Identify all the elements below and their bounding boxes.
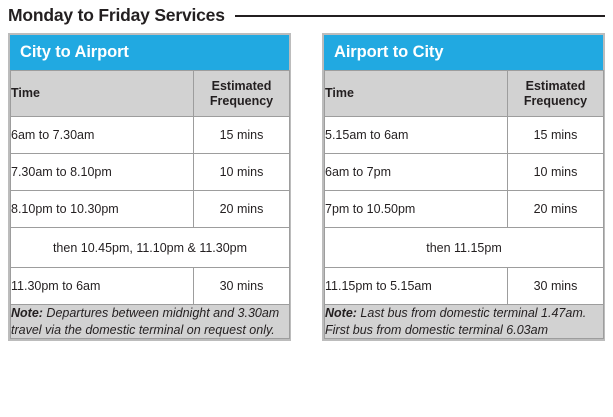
cell-frequency: 20 mins [507, 190, 604, 228]
note-text: Last bus from domestic terminal 1.47am. … [325, 306, 587, 337]
cell-time: 5.15am to 6am [324, 116, 508, 154]
note-text: Departures between midnight and 3.30am t… [11, 306, 280, 337]
cell-frequency: 15 mins [507, 116, 604, 154]
column-header-frequency-line1: Estimated [211, 78, 272, 93]
schedule-table-airport-to-city: Time Estimated Frequency 5.15am to 6am 1… [324, 70, 604, 339]
cell-note: Note: Last bus from domestic terminal 1.… [324, 304, 604, 339]
table-row-note: Note: Last bus from domestic terminal 1.… [324, 304, 604, 339]
cell-time: 11.30pm to 6am [10, 267, 194, 305]
panel-title-airport-to-city: Airport to City [324, 35, 603, 70]
cell-time: 7.30am to 8.10pm [10, 153, 194, 191]
column-header-frequency: Estimated Frequency [507, 70, 604, 117]
table-row: 11.15pm to 5.15am 30 mins [324, 267, 604, 305]
cell-note: Note: Departures between midnight and 3.… [10, 304, 290, 339]
cell-frequency: 30 mins [507, 267, 604, 305]
table-row: 7.30am to 8.10pm 10 mins [10, 153, 290, 191]
table-row: 11.30pm to 6am 30 mins [10, 267, 290, 305]
schedule-panels: City to Airport Time Estimated Frequency… [8, 33, 605, 341]
table-row-spanning: then 11.15pm [324, 227, 604, 268]
cell-additional-departures: then 10.45pm, 11.10pm & 11.30pm [10, 227, 290, 268]
note-label: Note: [325, 306, 357, 320]
title-divider-rule [234, 15, 605, 17]
panel-city-to-airport: City to Airport Time Estimated Frequency… [8, 33, 291, 341]
table-row: 8.10pm to 10.30pm 20 mins [10, 190, 290, 228]
cell-additional-departures: then 11.15pm [324, 227, 604, 268]
page-title-row: Monday to Friday Services [8, 2, 605, 28]
cell-time: 6am to 7.30am [10, 116, 194, 154]
cell-frequency: 10 mins [193, 153, 290, 191]
table-header-row: Time Estimated Frequency [10, 70, 290, 117]
schedule-table-city-to-airport: Time Estimated Frequency 6am to 7.30am 1… [10, 70, 290, 339]
column-header-frequency: Estimated Frequency [193, 70, 290, 117]
note-label: Note: [11, 306, 43, 320]
cell-time: 8.10pm to 10.30pm [10, 190, 194, 228]
cell-time: 7pm to 10.50pm [324, 190, 508, 228]
table-row: 6am to 7.30am 15 mins [10, 116, 290, 154]
cell-time: 6am to 7pm [324, 153, 508, 191]
cell-frequency: 10 mins [507, 153, 604, 191]
table-row: 7pm to 10.50pm 20 mins [324, 190, 604, 228]
column-header-time: Time [10, 70, 194, 117]
table-row: 6am to 7pm 10 mins [324, 153, 604, 191]
table-row-note: Note: Departures between midnight and 3.… [10, 304, 290, 339]
column-header-time: Time [324, 70, 508, 117]
table-row-spanning: then 10.45pm, 11.10pm & 11.30pm [10, 227, 290, 268]
cell-frequency: 20 mins [193, 190, 290, 228]
cell-time: 11.15pm to 5.15am [324, 267, 508, 305]
cell-frequency: 15 mins [193, 116, 290, 154]
page-title: Monday to Friday Services [8, 5, 225, 25]
column-header-frequency-line2: Frequency [523, 93, 588, 108]
column-header-frequency-line1: Estimated [525, 78, 586, 93]
table-row: 5.15am to 6am 15 mins [324, 116, 604, 154]
panel-title-city-to-airport: City to Airport [10, 35, 289, 70]
table-header-row: Time Estimated Frequency [324, 70, 604, 117]
cell-frequency: 30 mins [193, 267, 290, 305]
panel-airport-to-city: Airport to City Time Estimated Frequency… [322, 33, 605, 341]
column-header-frequency-line2: Frequency [209, 93, 274, 108]
